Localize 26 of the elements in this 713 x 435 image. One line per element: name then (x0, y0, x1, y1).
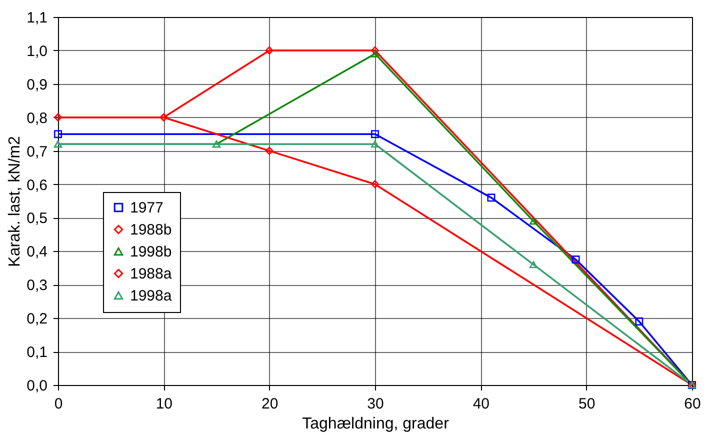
x-tick-label: 10 (156, 396, 173, 412)
y-axis-title: Karak. last, kN/m2 (6, 136, 24, 267)
legend-label: 1988b (130, 222, 172, 238)
y-tick-label: 0,4 (26, 244, 48, 261)
x-tick-label: 50 (578, 396, 596, 412)
legend-label: 1977 (130, 200, 164, 216)
y-tick-label: 0,5 (26, 210, 48, 228)
x-axis-title: Taghældning, grader (302, 416, 450, 432)
y-tick-label: 0,3 (26, 277, 48, 294)
y-tick-label: 0,2 (26, 310, 48, 328)
y-tick-label: 1,1 (26, 10, 48, 26)
y-tick-label: 0,1 (26, 344, 48, 362)
y-tick-label: 0,9 (26, 76, 48, 94)
y-tick-label: 1,0 (26, 42, 48, 60)
legend-label: 1998b (130, 244, 172, 260)
y-tick-label: 0,6 (26, 176, 48, 194)
x-tick-label: 20 (261, 396, 278, 412)
x-tick-label: 0 (54, 396, 63, 412)
x-tick-label: 60 (684, 396, 701, 412)
legend-label: 1988a (130, 266, 172, 282)
x-tick-label: 30 (367, 396, 384, 412)
y-tick-label: 0,0 (26, 378, 48, 394)
legend-label: 1998a (130, 288, 172, 304)
x-tick-label: 40 (472, 396, 490, 412)
y-tick-label: 0,7 (26, 143, 48, 160)
y-tick-label: 0,8 (26, 110, 48, 127)
